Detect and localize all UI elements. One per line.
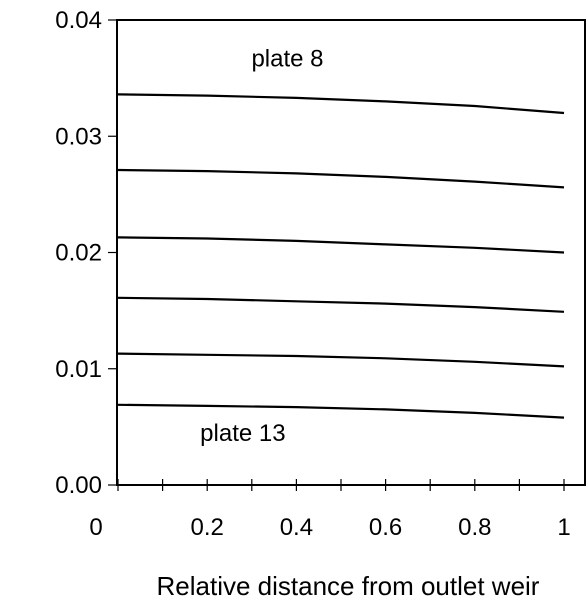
x-axis-ticks xyxy=(117,479,565,491)
y-tick-label: 0.00 xyxy=(55,472,102,499)
y-tick-label: 0.03 xyxy=(55,123,102,150)
x-tick-label: 0.8 xyxy=(458,514,491,541)
series-lines xyxy=(117,93,565,419)
annotation-label: plate 13 xyxy=(200,420,285,447)
annotations: plate 8 plate 13 xyxy=(200,46,323,447)
annotation-label: plate 8 xyxy=(251,46,323,73)
x-tick-label: 1 xyxy=(557,514,570,541)
series-line-1 xyxy=(117,93,565,115)
x-tick-label: 0 xyxy=(89,514,102,541)
x-tick-label: 0.6 xyxy=(369,514,402,541)
y-tick-label: 0.01 xyxy=(55,356,102,383)
series-line-2 xyxy=(117,168,565,189)
x-axis-title: Relative distance from outlet weir xyxy=(157,571,540,601)
y-axis-ticks xyxy=(108,19,117,486)
x-tick-label: 0.4 xyxy=(280,514,313,541)
y-tick-label: 0.04 xyxy=(55,7,102,34)
series-line-5 xyxy=(117,352,565,368)
series-line-3 xyxy=(117,236,565,254)
series-line-4 xyxy=(117,296,565,313)
series-line-6 xyxy=(117,403,565,419)
x-axis-tick-labels: 0 0.2 0.4 0.6 0.8 1 xyxy=(89,514,570,541)
x-tick-label: 0.2 xyxy=(191,514,224,541)
y-tick-label: 0.02 xyxy=(55,240,102,267)
y-axis-tick-labels: 0.00 0.01 0.02 0.03 0.04 xyxy=(55,7,102,499)
